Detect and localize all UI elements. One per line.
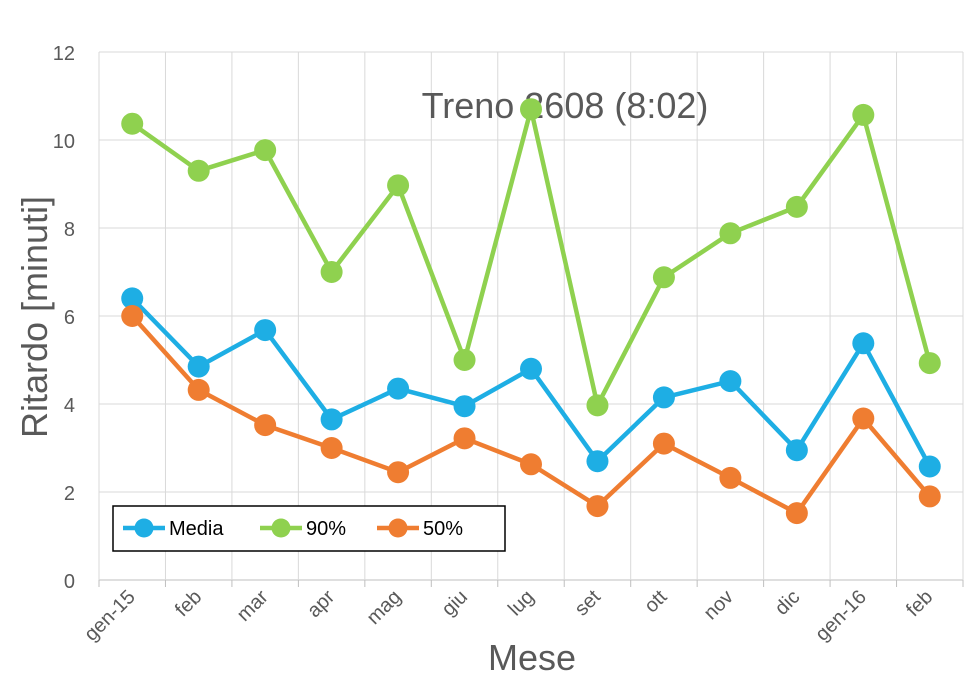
legend-label: 50% [423,518,463,540]
data-point [387,377,410,400]
data-point [520,453,542,476]
y-tick-label: 6 [64,307,75,329]
data-point [187,159,210,182]
data-point [918,485,941,508]
series [121,98,941,525]
data-point [320,437,343,459]
data-point [652,432,675,455]
legend-label: 90% [306,518,346,540]
data-point [586,450,609,473]
data-point [719,370,742,393]
data-point [852,103,875,126]
y-tick-label: 12 [53,43,75,65]
legend-item: 90% [260,518,346,540]
data-point [520,98,542,121]
data-point [918,455,941,478]
legend: Media 90% 50% [112,505,506,552]
data-point [652,266,675,289]
y-tick-label: 8 [64,219,75,241]
y-tick-label: 0 [64,571,75,593]
data-point [121,287,144,310]
data-point [320,261,343,283]
series-media [121,287,941,478]
data-point [453,395,476,418]
y-tick-label: 4 [64,395,75,417]
data-point [387,174,410,197]
chart-title: Treno 2608 (8:02) [422,85,709,126]
data-point [453,349,476,371]
data-point [852,407,875,430]
legend-marker [134,518,154,538]
data-point [652,386,675,409]
grid [98,51,964,581]
data-point [320,408,343,431]
y-axis-title: Ritardo [minuti] [14,196,55,438]
data-point [586,495,609,518]
x-axis-title: Mese [488,637,576,678]
series-p50 [121,305,941,525]
data-point [121,305,144,327]
data-point [785,439,808,462]
y-tick-label: 2 [64,483,75,505]
legend-box [112,505,506,552]
legend-item: 50% [377,518,463,540]
data-point [520,357,542,380]
data-point [387,461,410,484]
data-point [918,352,941,375]
data-point [121,112,144,135]
legend-marker [388,518,408,538]
data-point [453,427,476,450]
data-point [254,139,277,162]
legend-item: Media [123,518,224,540]
data-point [586,394,609,417]
data-point [785,502,808,525]
data-point [719,466,742,489]
data-point [254,319,277,342]
data-point [785,195,808,218]
legend-label: Media [169,518,224,540]
y-tick-label: 10 [53,131,75,153]
series-p90 [121,98,941,417]
data-point [719,222,742,245]
legend-marker [271,518,291,538]
data-point [187,378,210,401]
data-point [254,414,277,437]
data-point [852,332,875,355]
data-point [187,355,210,378]
